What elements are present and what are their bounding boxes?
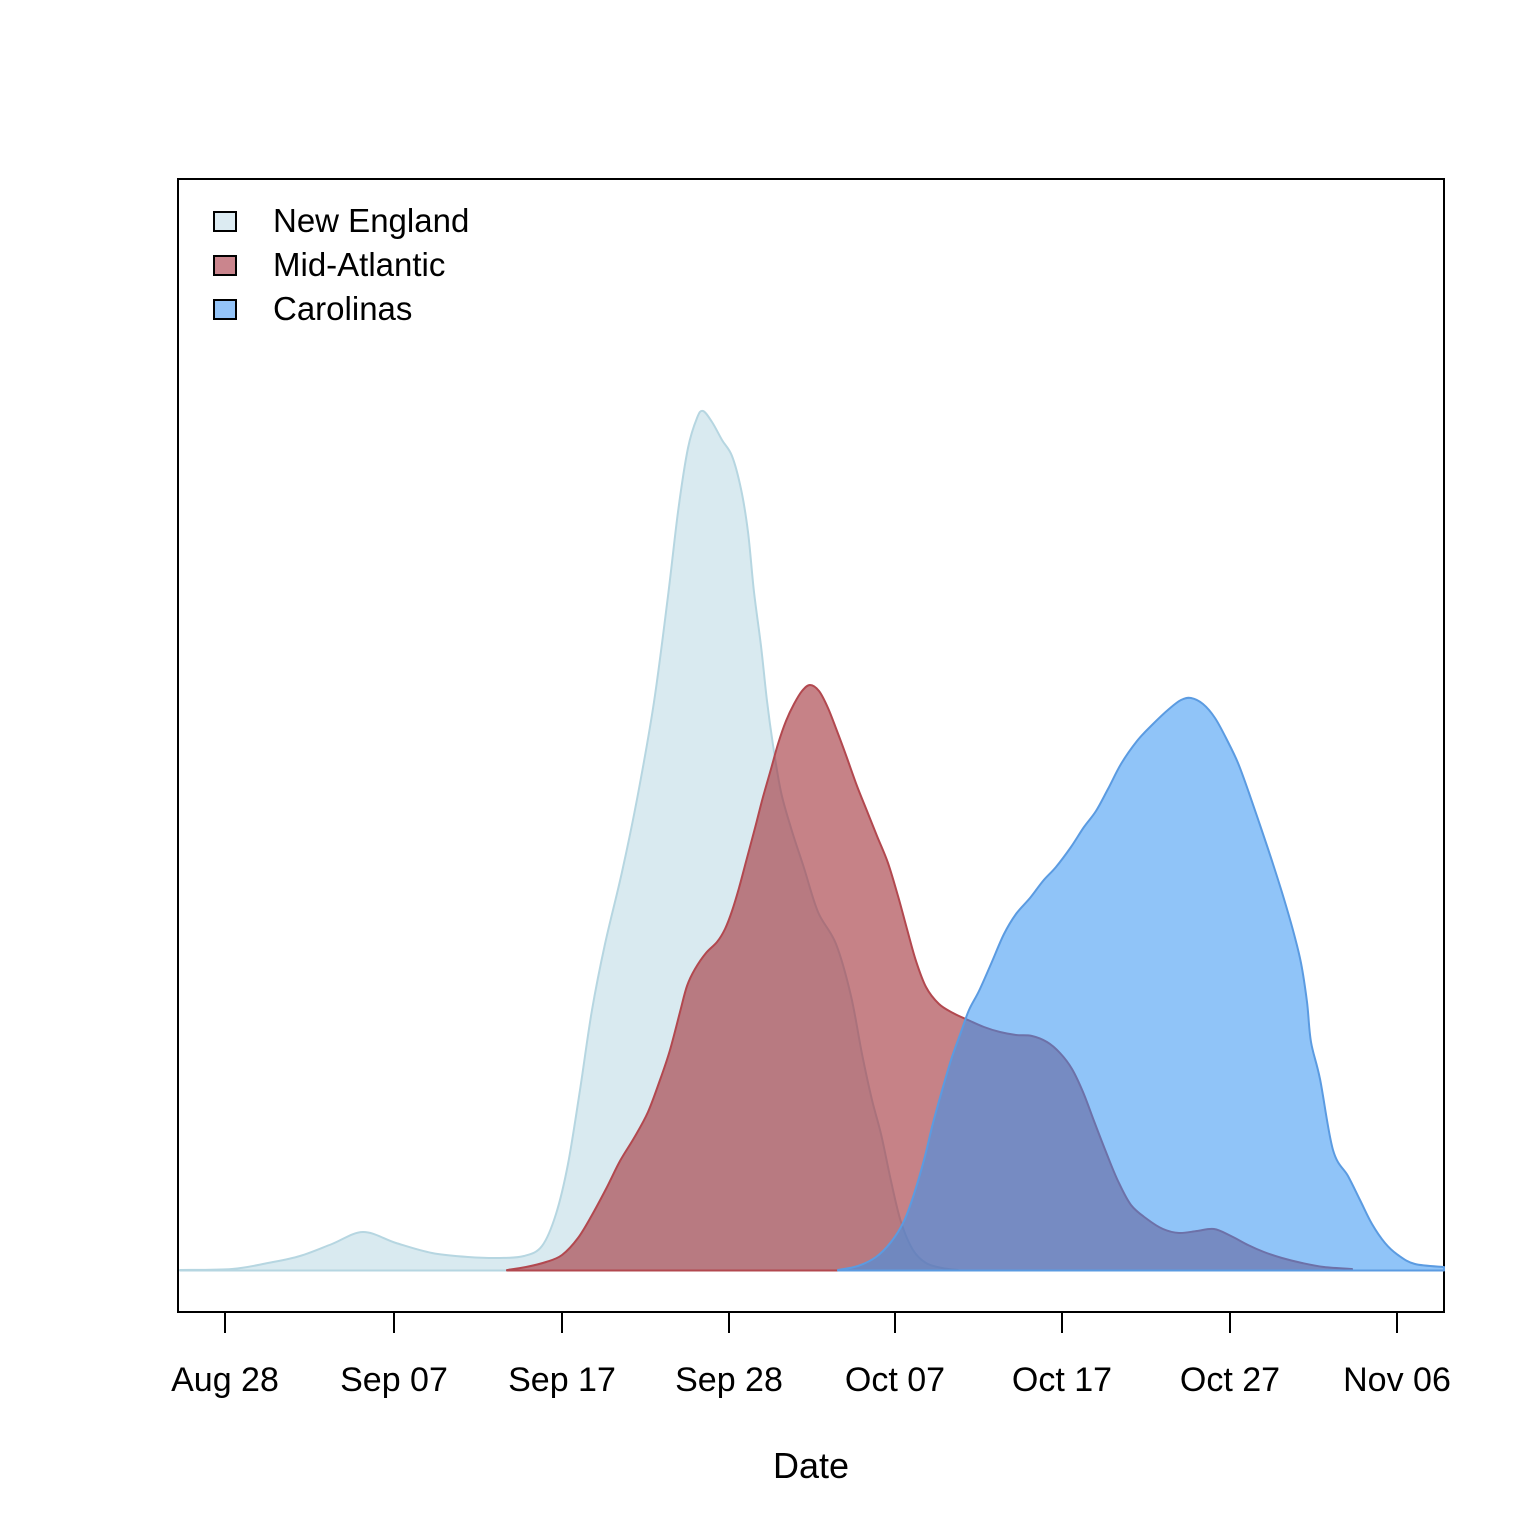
- legend-swatch-carolinas: [213, 298, 237, 320]
- legend-item-mid-atlantic: Mid-Atlantic: [213, 243, 469, 287]
- plot-border: [177, 178, 1445, 1313]
- x-tick-label: Sep 17: [508, 1361, 616, 1399]
- x-tick-label: Aug 28: [171, 1361, 279, 1399]
- legend: New England Mid-Atlantic Carolinas: [213, 199, 469, 331]
- x-tick-label: Sep 07: [340, 1361, 448, 1399]
- x-axis-tick-labels: Aug 28 Sep 07 Sep 17 Sep 28 Oct 07 Oct 17 Oct …: [171, 1361, 1451, 1399]
- x-tick-label: Nov 06: [1343, 1361, 1451, 1399]
- density-curve-carolinas: [837, 696, 1445, 1272]
- x-tick-label: Oct 07: [845, 1361, 945, 1399]
- legend-label: Carolinas: [273, 290, 413, 327]
- legend-item-carolinas: Carolinas: [213, 287, 469, 331]
- x-tick-label: Sep 28: [675, 1361, 783, 1399]
- x-tick-label: Oct 17: [1012, 1361, 1112, 1399]
- legend-label: Mid-Atlantic: [273, 246, 446, 283]
- x-axis-ticks: [224, 1312, 1398, 1333]
- density-curves: [179, 409, 1445, 1272]
- legend-item-new-england: New England: [213, 199, 469, 243]
- x-tick-label: Oct 27: [1180, 1361, 1280, 1399]
- legend-label: New England: [273, 202, 470, 239]
- legend-swatch-new-england: [213, 210, 237, 232]
- legend-swatch-mid-atlantic: [213, 254, 237, 276]
- x-axis-title: Date: [773, 1445, 849, 1486]
